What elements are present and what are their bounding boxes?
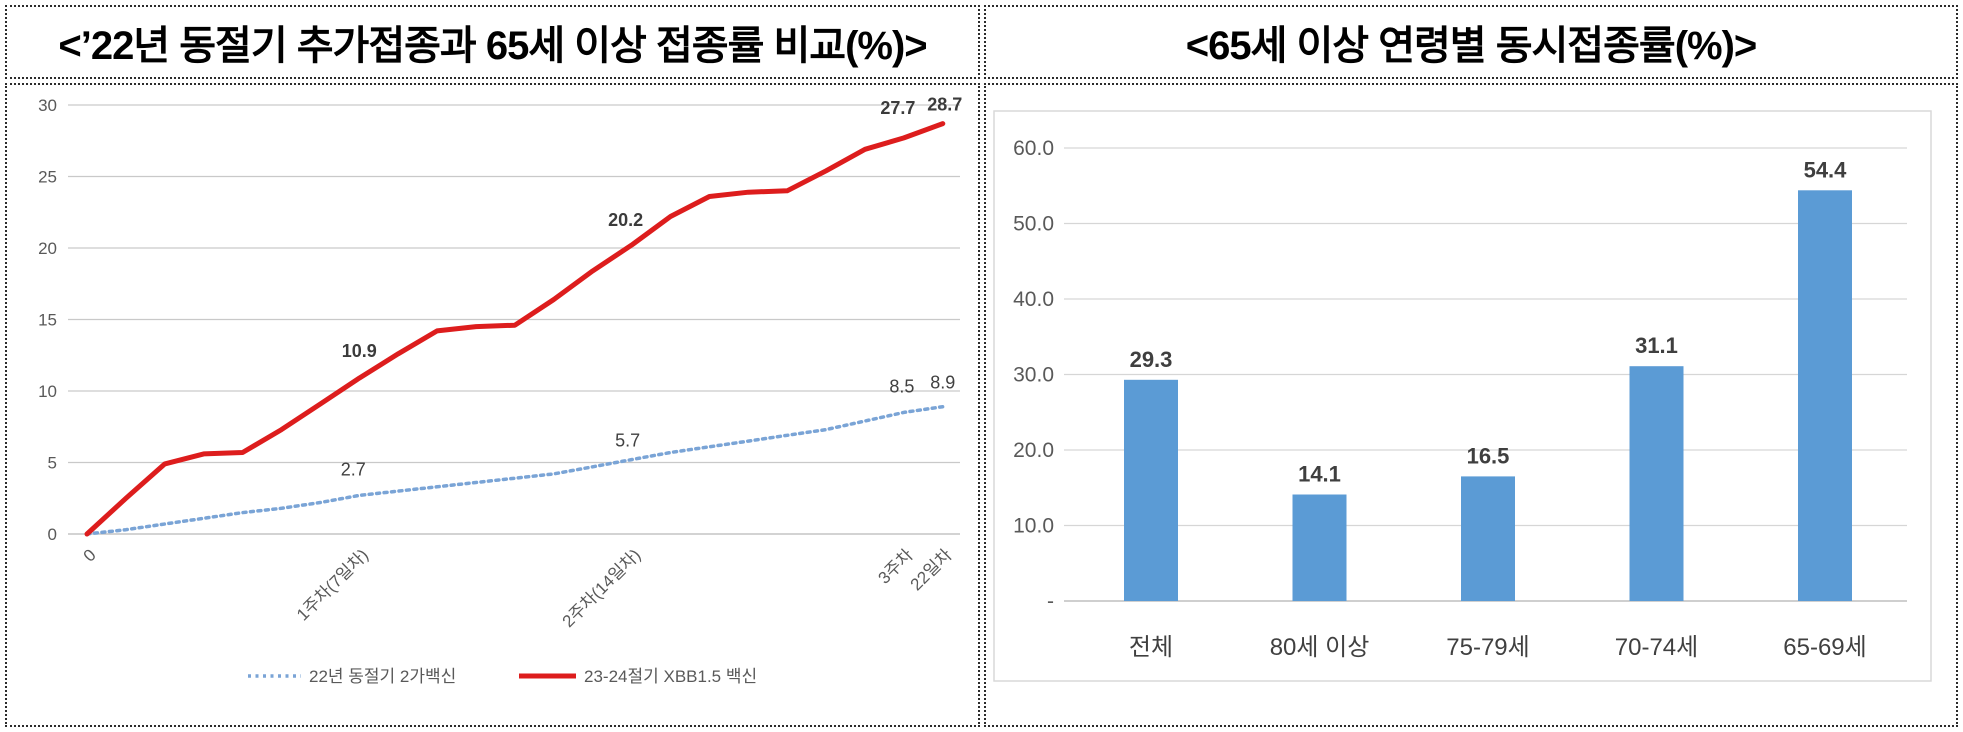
series-line-bivalent	[85, 404, 945, 536]
svg-text:27.7: 27.7	[880, 98, 915, 118]
bar-chart-panel: - 10.0 20.0 30.0 40.0 50.0 60.0 29.3 14.1 16.5 31.…	[984, 83, 1958, 727]
svg-text:20.2: 20.2	[608, 210, 643, 230]
svg-text:75-79세: 75-79세	[1446, 634, 1529, 661]
bar-전체	[1124, 379, 1178, 601]
svg-text:60.0: 60.0	[1013, 137, 1054, 160]
legend-label-bivalent: 22년 동절기 2가백신	[309, 667, 456, 686]
bar-80세 이상	[1292, 494, 1347, 601]
line-chart-y-axis-labels: 0 5 10 15 20 25 30	[38, 96, 57, 544]
bar-category-labels: 전체 80세 이상 75-79세 70-74세 65-69세	[1129, 634, 1867, 661]
bar-value-labels: 29.3 14.1 16.5 31.1 54.4	[1130, 157, 1848, 486]
svg-text:10: 10	[38, 382, 57, 401]
svg-text:5: 5	[48, 454, 57, 473]
bivalent-data-labels: 2.7 5.7 8.5 8.9	[341, 373, 956, 480]
left-title-panel: <’22년 동절기 추가접종과 65세 이상 접종률 비교(%)>	[5, 5, 980, 79]
line-chart-legend: 22년 동절기 2가백신 23-24절기 XBB1.5 백신	[248, 667, 757, 686]
legend-label-xbb15: 23-24절기 XBB1.5 백신	[584, 667, 757, 686]
bar-70-74세	[1629, 366, 1684, 601]
right-title-panel: <65세 이상 연령별 동시접종률(%)>	[984, 5, 1958, 79]
svg-text:-: -	[1047, 590, 1054, 613]
svg-text:30.0: 30.0	[1013, 364, 1054, 387]
svg-text:16.5: 16.5	[1467, 443, 1510, 468]
svg-text:80세 이상: 80세 이상	[1270, 634, 1370, 661]
svg-text:22일차: 22일차	[907, 545, 956, 594]
svg-text:0: 0	[48, 525, 57, 544]
svg-text:14.1: 14.1	[1298, 462, 1341, 487]
line-chart-gridlines	[68, 104, 960, 535]
line-chart-panel: 0 5 10 15 20 25 30 0 1주차(7일차) 2주차(14일차) 3주차 22일차 2.7…	[5, 83, 980, 727]
svg-text:10.9: 10.9	[342, 341, 377, 361]
svg-text:10.0: 10.0	[1013, 515, 1054, 538]
svg-text:40.0: 40.0	[1013, 288, 1054, 311]
svg-text:29.3: 29.3	[1130, 347, 1173, 372]
svg-text:1주차(7일차): 1주차(7일차)	[293, 545, 372, 624]
bar-chart-title: <65세 이상 연령별 동시접종률(%)>	[1185, 24, 1758, 68]
svg-text:54.4: 54.4	[1804, 157, 1848, 182]
svg-text:30: 30	[38, 96, 57, 115]
svg-text:50.0: 50.0	[1013, 213, 1054, 236]
bars	[1124, 190, 1852, 602]
svg-text:전체: 전체	[1129, 634, 1173, 661]
svg-text:2.7: 2.7	[341, 459, 366, 479]
bar-chart-y-axis-labels: - 10.0 20.0 30.0 40.0 50.0 60.0	[1013, 137, 1054, 613]
age-group-bar-chart: - 10.0 20.0 30.0 40.0 50.0 60.0 29.3 14.1 16.5 31.…	[993, 110, 1932, 682]
svg-text:8.5: 8.5	[889, 376, 914, 396]
svg-text:20.0: 20.0	[1013, 439, 1054, 462]
series-line-xbb15	[84, 121, 946, 537]
svg-text:25: 25	[38, 168, 57, 187]
svg-text:28.7: 28.7	[927, 95, 962, 115]
svg-text:15: 15	[38, 311, 57, 330]
line-chart-title: <’22년 동절기 추가접종과 65세 이상 접종률 비교(%)>	[58, 24, 927, 68]
bar-75-79세	[1461, 476, 1515, 601]
svg-text:20: 20	[38, 239, 57, 258]
svg-text:70-74세: 70-74세	[1615, 634, 1698, 661]
bar-65-69세	[1798, 190, 1852, 602]
svg-text:31.1: 31.1	[1635, 333, 1678, 358]
xbb15-data-labels: 10.9 20.2 27.7 28.7	[342, 95, 963, 362]
svg-text:2주차(14일차): 2주차(14일차)	[559, 545, 645, 631]
svg-text:65-69세: 65-69세	[1783, 634, 1866, 661]
svg-text:0: 0	[80, 545, 100, 565]
svg-text:8.9: 8.9	[930, 373, 955, 393]
svg-text:5.7: 5.7	[615, 431, 640, 451]
